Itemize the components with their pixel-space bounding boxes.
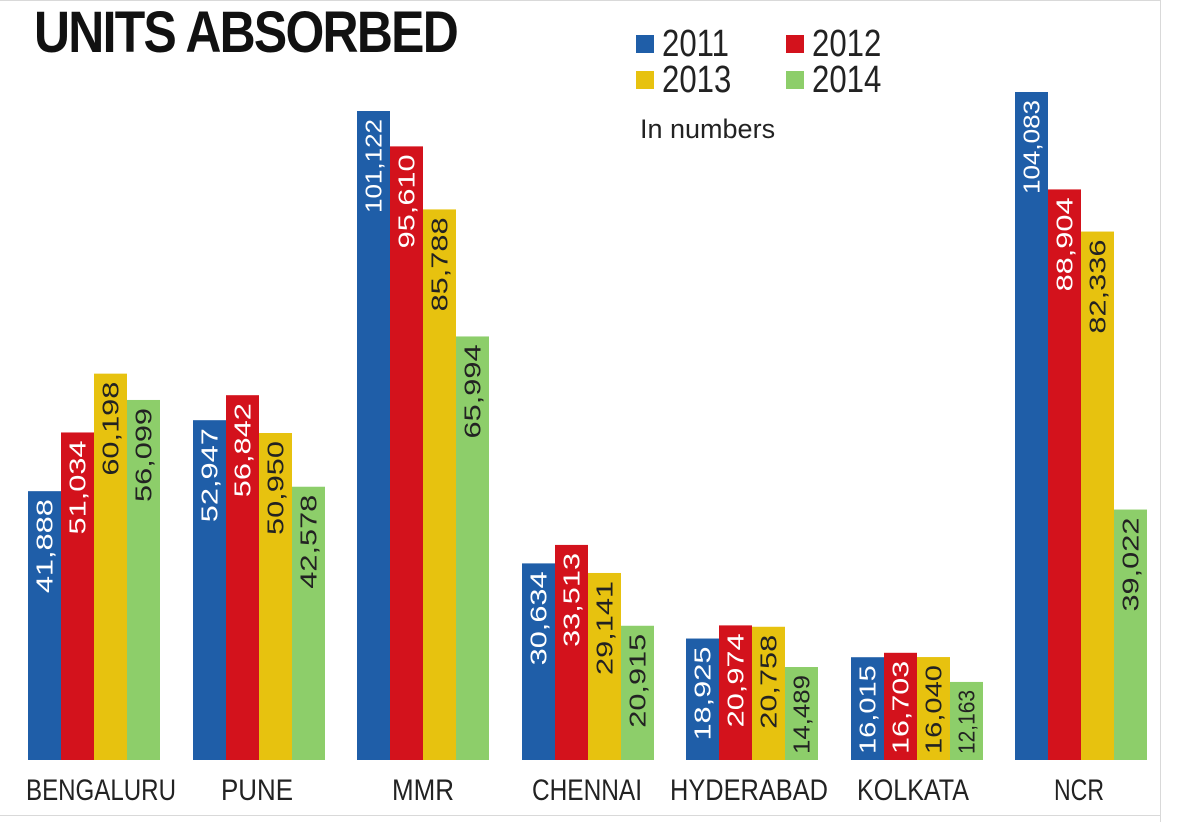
bar-pune-2011	[193, 420, 226, 760]
category-label-kolkata: KOLKATA	[857, 774, 969, 807]
bar-ncr-2013	[1081, 231, 1114, 760]
bar-hyderabad-2011	[686, 638, 719, 760]
value-label-hyderabad-2012: 20,974	[723, 633, 749, 727]
bar-pune-2013	[259, 433, 292, 760]
bar-chennai-2011	[522, 563, 555, 760]
legend-item-2012: 2012	[786, 23, 897, 65]
bar-chennai-2013	[588, 572, 621, 760]
bar-hyderabad-2013	[752, 626, 785, 760]
category-label-chennai: CHENNAI	[532, 774, 642, 807]
bar-hyderabad-2012	[719, 625, 752, 760]
value-label-chennai-2013: 29,141	[592, 581, 618, 675]
value-label-pune-2012: 56,842	[230, 403, 256, 497]
bar-ncr-2012	[1048, 189, 1081, 760]
value-label-chennai-2011: 30,634	[526, 571, 552, 665]
legend-swatch-2014	[786, 71, 804, 89]
frame-top-line	[0, 0, 1160, 1]
value-label-pune-2014: 42,578	[296, 495, 322, 589]
bar-kolkata-2013	[917, 657, 950, 760]
value-label-ncr-2011: 104,083	[1019, 100, 1045, 194]
category-label-pune: PUNE	[221, 774, 293, 807]
bar-ncr-2014	[1114, 509, 1147, 760]
value-label-ncr-2014: 39,022	[1118, 518, 1144, 612]
value-label-bengaluru-2014: 56,099	[131, 408, 157, 502]
value-label-mmr-2014: 65,994	[460, 344, 486, 438]
legend-swatch-2012	[786, 35, 804, 53]
value-label-pune-2011: 52,947	[197, 428, 223, 522]
category-label-mmr: MMR	[392, 774, 454, 807]
legend-label-2014: 2014	[812, 59, 882, 101]
bar-pune-2012	[226, 395, 259, 760]
bar-kolkata-2014	[950, 681, 983, 760]
value-label-kolkata-2011: 16,015	[855, 665, 881, 754]
value-label-ncr-2012: 88,904	[1052, 197, 1078, 291]
frame-bottom-line	[0, 815, 1161, 816]
legend-swatch-2013	[636, 71, 654, 89]
value-label-mmr-2012: 95,610	[394, 154, 420, 248]
legend-label-2011: 2011	[662, 23, 730, 65]
value-label-bengaluru-2013: 60,198	[98, 382, 124, 476]
bar-ncr-2011	[1015, 92, 1048, 760]
category-label-hyderabad: HYDERABAD	[670, 774, 828, 807]
bar-bengaluru-2012	[61, 432, 94, 760]
bar-mmr-2011	[357, 111, 390, 761]
value-label-ncr-2013: 82,336	[1085, 240, 1111, 334]
value-label-hyderabad-2013: 20,758	[756, 635, 782, 729]
bar-mmr-2014	[456, 336, 489, 760]
bar-kolkata-2012	[884, 652, 917, 760]
bar-bengaluru-2014	[127, 399, 160, 760]
value-label-chennai-2012: 33,513	[559, 553, 585, 647]
legend-item-2011: 2011	[636, 23, 744, 65]
value-label-hyderabad-2011: 18,925	[690, 647, 716, 741]
value-label-kolkata-2012: 16,703	[888, 661, 914, 754]
value-label-chennai-2014: 20,915	[625, 634, 651, 728]
bar-bengaluru-2011	[28, 491, 61, 760]
legend: 2011 2012 2013 2014 In numbers	[636, 23, 936, 146]
value-label-kolkata-2014: 12,163	[954, 690, 980, 754]
value-label-bengaluru-2011: 41,888	[32, 499, 58, 593]
legend-label-2012: 2012	[812, 23, 882, 65]
units-note: In numbers	[640, 114, 776, 144]
legend-label-2013: 2013	[662, 59, 732, 101]
value-label-mmr-2011: 101,122	[361, 119, 387, 213]
value-label-pune-2013: 50,950	[263, 441, 289, 535]
bar-bengaluru-2013	[94, 373, 127, 760]
value-label-bengaluru-2012: 51,034	[65, 440, 91, 534]
value-label-mmr-2013: 85,788	[427, 217, 453, 311]
legend-item-2013: 2013	[636, 59, 747, 101]
bar-kolkata-2011	[851, 657, 884, 760]
bar-mmr-2012	[390, 146, 423, 760]
chart-title: UNITS ABSORBED	[34, 0, 459, 65]
category-label-ncr: NCR	[1054, 774, 1104, 807]
bar-pune-2014	[292, 486, 325, 760]
bar-mmr-2013	[423, 209, 456, 760]
frame-right-line	[1160, 0, 1161, 822]
value-label-hyderabad-2014: 14,489	[789, 675, 815, 754]
bar-chennai-2012	[555, 544, 588, 760]
category-label-bengaluru: BENGALURU	[26, 774, 176, 807]
legend-item-2014: 2014	[786, 59, 897, 101]
legend-swatch-2011	[636, 35, 654, 53]
bar-chennai-2014	[621, 625, 654, 760]
bar-hyderabad-2014	[785, 667, 818, 760]
value-label-kolkata-2013: 16,040	[921, 665, 947, 754]
